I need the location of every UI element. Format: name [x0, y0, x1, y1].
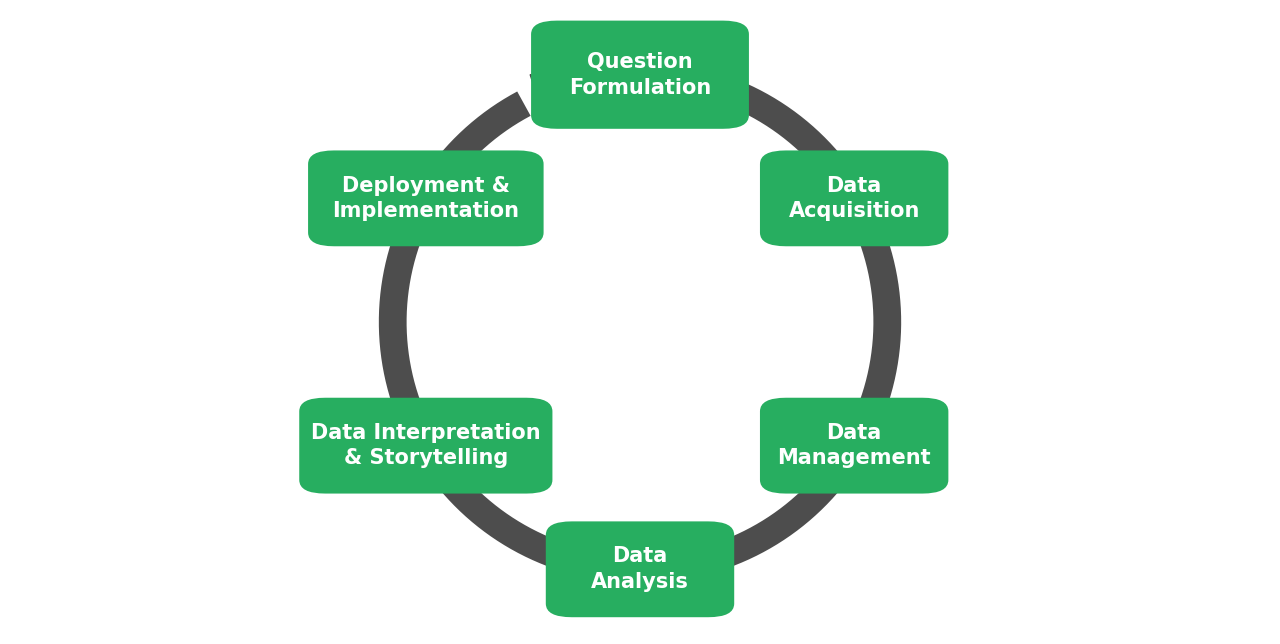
Text: Data Interpretation
& Storytelling: Data Interpretation & Storytelling	[311, 423, 540, 468]
Text: Data
Management: Data Management	[777, 423, 931, 468]
Text: Question
Formulation: Question Formulation	[568, 52, 712, 97]
Polygon shape	[530, 75, 563, 117]
Text: Deployment &
Implementation: Deployment & Implementation	[333, 176, 520, 221]
Text: Data
Acquisition: Data Acquisition	[788, 176, 920, 221]
Text: Data
Analysis: Data Analysis	[591, 547, 689, 592]
FancyBboxPatch shape	[531, 21, 749, 129]
FancyBboxPatch shape	[545, 522, 735, 617]
FancyBboxPatch shape	[760, 151, 948, 246]
FancyBboxPatch shape	[760, 398, 948, 493]
FancyBboxPatch shape	[308, 151, 544, 246]
FancyBboxPatch shape	[300, 398, 553, 493]
